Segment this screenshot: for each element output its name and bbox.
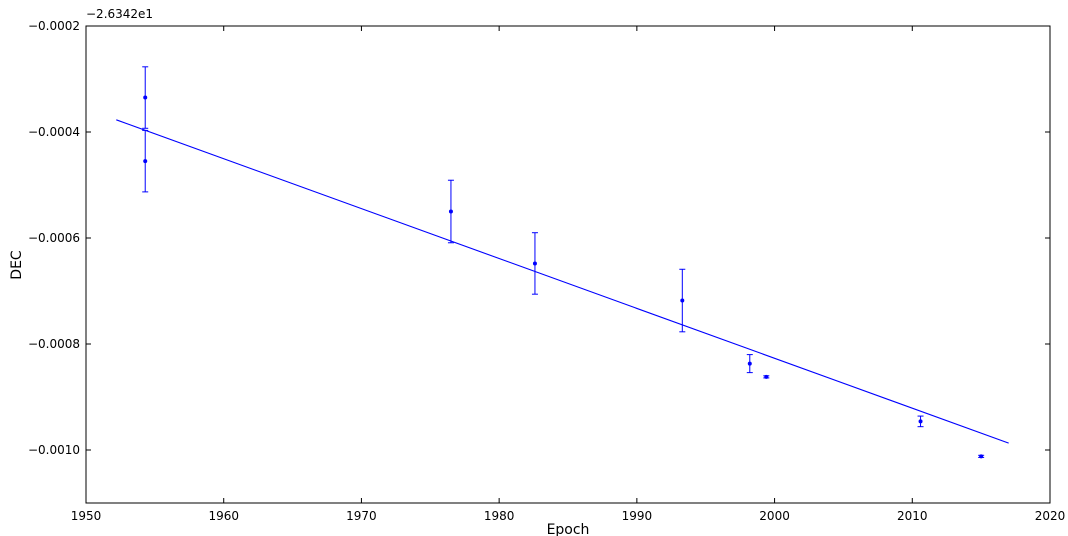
x-tick-label: 2000: [759, 509, 790, 523]
x-tick-label: 1950: [71, 509, 102, 523]
data-point: [143, 159, 148, 164]
y-tick-label: −0.0006: [28, 231, 80, 245]
data-point: [143, 95, 148, 100]
y-tick-label: −0.0008: [28, 337, 80, 351]
y-offset-label: −2.6342e1: [86, 7, 153, 21]
plot-frame: [85, 25, 1051, 504]
data-point: [764, 374, 769, 379]
y-tick-label: −0.0010: [28, 443, 80, 457]
data-point: [918, 419, 923, 424]
plot-area: [116, 66, 1009, 459]
y-tick-label: −0.0002: [28, 19, 80, 33]
x-tick-label: 2010: [897, 509, 928, 523]
fit-line: [116, 119, 1009, 444]
x-tick-label: 2020: [1035, 509, 1066, 523]
x-tick-label: 1970: [346, 509, 377, 523]
x-tick-label: 1990: [622, 509, 653, 523]
data-point: [680, 298, 685, 303]
data-point: [979, 454, 984, 459]
x-axis-label: Epoch: [547, 522, 590, 536]
x-tick-label: 1980: [484, 509, 515, 523]
data-point: [747, 361, 752, 366]
data-point: [448, 209, 453, 214]
data-point: [532, 261, 537, 266]
axes: 1950 1960 1970 1980 1990 2000 2010 2020 −0.0010 −…: [28, 19, 1065, 523]
y-tick-label: −0.0004: [28, 125, 80, 139]
x-tick-label: 1960: [208, 509, 239, 523]
y-axis-label: DEC: [9, 250, 25, 280]
